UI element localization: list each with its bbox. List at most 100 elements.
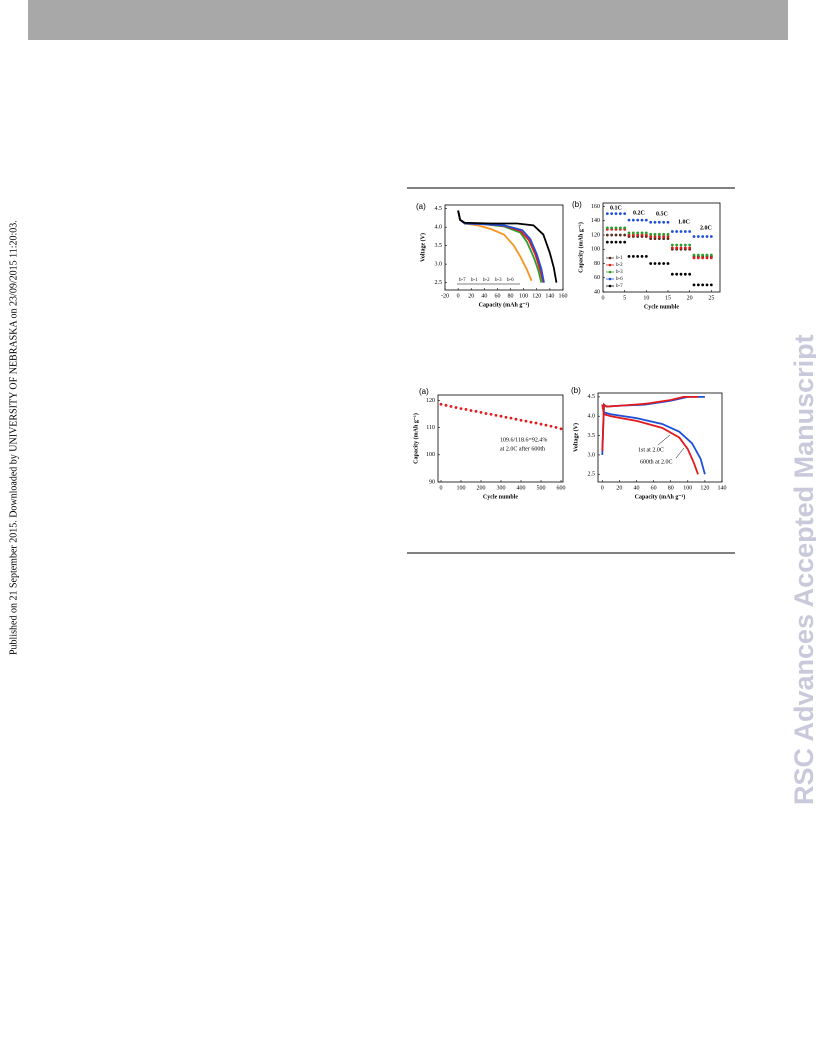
data-point	[509, 416, 513, 420]
annotation: 0.5C	[656, 211, 668, 217]
annotation: 0.1C	[610, 205, 622, 211]
watermark: RSC Advances Accepted Manuscript	[789, 334, 816, 805]
data-line	[601, 404, 706, 475]
data-point	[666, 232, 670, 236]
annotation-arrow	[675, 447, 685, 459]
data-point	[657, 262, 661, 265]
y-tick-label: 120	[591, 232, 600, 238]
data-point	[688, 246, 692, 250]
x-tick-label: 140	[545, 293, 554, 299]
y-tick-label: 2.5	[435, 280, 443, 286]
data-point	[709, 256, 713, 260]
x-tick-label: 0	[602, 295, 605, 301]
data-point	[614, 240, 618, 244]
x-tick-label: 10	[643, 295, 649, 301]
x-tick-label: 25	[708, 295, 714, 301]
y-tick-label: 4.0	[588, 414, 596, 420]
plot-frame	[444, 204, 564, 291]
data-point	[631, 218, 635, 222]
annotation: 2.0C	[700, 225, 712, 231]
data-point	[696, 235, 700, 238]
data-point	[692, 253, 696, 257]
data-point	[484, 412, 488, 415]
data-point	[709, 235, 713, 238]
annotation: 1st at 2.0C	[638, 447, 664, 453]
data-point	[627, 255, 631, 258]
y-tick-label: 160	[591, 204, 600, 210]
legend-label: b-3	[495, 278, 502, 283]
data-point	[631, 233, 635, 237]
data-point	[692, 235, 696, 238]
data-point	[679, 243, 683, 247]
data-point	[653, 232, 657, 236]
data-point	[657, 237, 661, 241]
x-tick-label: 140	[718, 485, 727, 491]
x-axis-label: Cycle numble	[644, 304, 680, 310]
data-line	[457, 210, 545, 283]
x-tick-label: 100	[519, 293, 528, 299]
data-point	[679, 246, 683, 250]
y-tick-label: 140	[591, 218, 600, 224]
data-point	[705, 283, 709, 287]
y-tick-label: 90	[429, 479, 435, 485]
legend-label: b-1	[471, 278, 478, 283]
x-tick-label: 100	[457, 485, 466, 491]
data-point	[666, 262, 670, 265]
data-point	[662, 232, 666, 236]
data-point	[605, 233, 609, 237]
data-point	[649, 262, 653, 265]
data-point	[688, 243, 692, 247]
legend-label: b-3	[616, 270, 623, 275]
data-point	[559, 427, 563, 431]
data-point	[459, 407, 463, 410]
data-point	[464, 408, 468, 411]
data-line	[457, 210, 543, 283]
data-point	[489, 412, 493, 416]
data-point	[683, 246, 687, 250]
data-point	[623, 233, 627, 237]
data-point	[705, 235, 709, 238]
legend-label: b-2	[616, 263, 623, 268]
y-axis-label: Capacity (mAh g⁻¹)	[412, 413, 419, 464]
legend-label: b-6	[507, 278, 514, 283]
data-point	[662, 220, 666, 224]
y-axis-label: Capacity (mAh g⁻¹)	[577, 222, 584, 273]
data-point	[675, 246, 679, 250]
x-tick-label: 100	[683, 485, 692, 491]
data-point	[640, 231, 644, 235]
data-point	[666, 237, 670, 241]
legend-marker	[608, 270, 612, 274]
data-point	[623, 226, 627, 230]
data-point	[610, 212, 614, 216]
annotation: 0.2C	[633, 210, 645, 216]
data-point	[709, 253, 713, 257]
data-point	[649, 235, 653, 238]
x-tick-label: 0	[440, 485, 443, 491]
data-point	[701, 235, 705, 238]
data-point	[479, 411, 483, 414]
data-point	[688, 230, 692, 233]
x-axis-label: Cycle numble	[483, 494, 519, 500]
x-tick-label: 60	[651, 485, 657, 491]
data-point	[636, 233, 640, 237]
plot-frame	[602, 202, 721, 293]
legend-label: b-7	[459, 278, 466, 283]
data-point	[504, 415, 508, 419]
data-point	[696, 283, 700, 287]
data-point	[644, 218, 648, 222]
data-point	[534, 421, 538, 425]
annotation: 1.0C	[678, 219, 690, 225]
legend-marker	[608, 277, 612, 281]
side-note: Published on 21 September 2015. Download…	[8, 220, 19, 655]
data-point	[649, 220, 653, 224]
plot-frame	[437, 394, 564, 483]
data-point	[640, 255, 644, 258]
y-tick-label: 4.0	[435, 225, 443, 231]
data-point	[675, 243, 679, 247]
y-tick-label: 100	[591, 247, 600, 253]
data-point	[519, 418, 523, 422]
data-point	[653, 220, 657, 224]
data-point	[666, 220, 670, 224]
x-axis-label: Capacity (mAh g⁻¹)	[635, 493, 686, 500]
